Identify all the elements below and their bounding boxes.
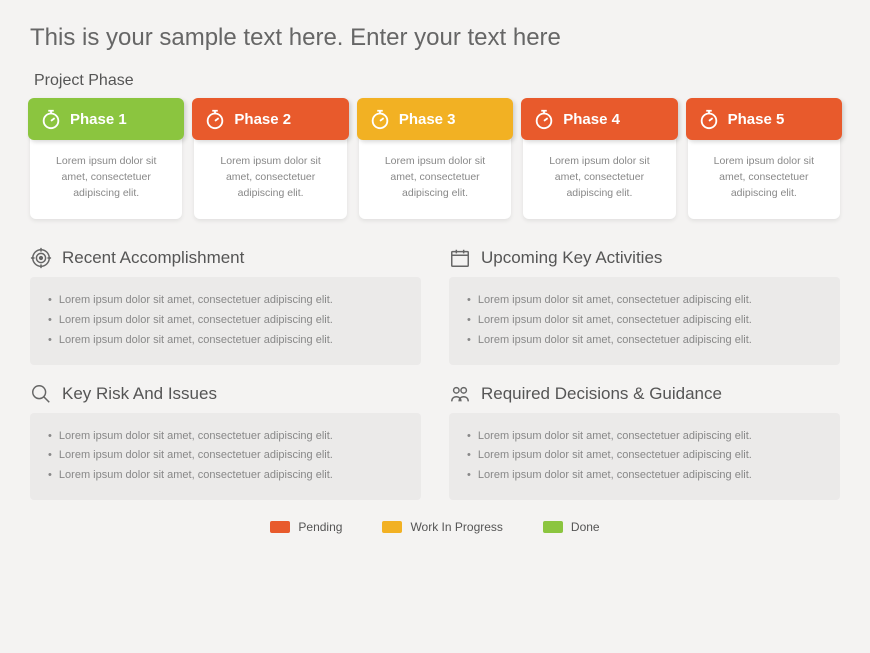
panel-header: Upcoming Key Activities <box>449 247 840 269</box>
magnifier-icon <box>30 383 52 405</box>
phase-desc: Lorem ipsum dolor sit amet, consectetuer… <box>30 140 182 219</box>
list-item: Lorem ipsum dolor sit amet, consectetuer… <box>48 331 403 351</box>
list-item: Lorem ipsum dolor sit amet, consectetuer… <box>48 291 403 311</box>
stopwatch-icon <box>40 108 62 130</box>
list-item: Lorem ipsum dolor sit amet, consectetuer… <box>467 446 822 466</box>
list-item: Lorem ipsum dolor sit amet, consectetuer… <box>467 466 822 486</box>
panel-body: Lorem ipsum dolor sit amet, consectetuer… <box>449 413 840 500</box>
panel-risk: Key Risk And Issues Lorem ipsum dolor si… <box>30 383 421 500</box>
phase-header: Phase 3 <box>357 98 513 140</box>
phase-label: Phase 2 <box>234 111 291 128</box>
panel-title: Key Risk And Issues <box>62 384 217 404</box>
list-item: Lorem ipsum dolor sit amet, consectetuer… <box>48 427 403 447</box>
calendar-icon <box>449 247 471 269</box>
phase-desc: Lorem ipsum dolor sit amet, consectetuer… <box>523 140 675 219</box>
legend-swatch <box>382 521 402 533</box>
panel-title: Upcoming Key Activities <box>481 248 662 268</box>
panel-decisions: Required Decisions & Guidance Lorem ipsu… <box>449 383 840 500</box>
phase-desc: Lorem ipsum dolor sit amet, consectetuer… <box>359 140 511 219</box>
phase-row: Phase 1 Lorem ipsum dolor sit amet, cons… <box>30 100 840 219</box>
stopwatch-icon <box>533 108 555 130</box>
legend: Pending Work In Progress Done <box>30 520 840 534</box>
stopwatch-icon <box>204 108 226 130</box>
list-item: Lorem ipsum dolor sit amet, consectetuer… <box>48 466 403 486</box>
legend-label: Done <box>571 520 600 534</box>
panel-grid: Recent Accomplishment Lorem ipsum dolor … <box>30 247 840 500</box>
panel-accomplishment: Recent Accomplishment Lorem ipsum dolor … <box>30 247 421 364</box>
panel-header: Required Decisions & Guidance <box>449 383 840 405</box>
legend-label: Work In Progress <box>410 520 502 534</box>
phase-label: Phase 5 <box>728 111 785 128</box>
legend-item-pending: Pending <box>270 520 342 534</box>
legend-swatch <box>270 521 290 533</box>
stopwatch-icon <box>369 108 391 130</box>
legend-label: Pending <box>298 520 342 534</box>
phase-header: Phase 5 <box>686 98 842 140</box>
panel-header: Key Risk And Issues <box>30 383 421 405</box>
legend-item-wip: Work In Progress <box>382 520 502 534</box>
phase-card: Phase 3 Lorem ipsum dolor sit amet, cons… <box>359 100 511 219</box>
panel-body: Lorem ipsum dolor sit amet, consectetuer… <box>449 277 840 364</box>
legend-swatch <box>543 521 563 533</box>
panel-body: Lorem ipsum dolor sit amet, consectetuer… <box>30 413 421 500</box>
panel-header: Recent Accomplishment <box>30 247 421 269</box>
target-icon <box>30 247 52 269</box>
phase-header: Phase 2 <box>192 98 348 140</box>
panel-title: Recent Accomplishment <box>62 248 244 268</box>
list-item: Lorem ipsum dolor sit amet, consectetuer… <box>467 427 822 447</box>
list-item: Lorem ipsum dolor sit amet, consectetuer… <box>48 311 403 331</box>
phase-header: Phase 1 <box>28 98 184 140</box>
stopwatch-icon <box>698 108 720 130</box>
legend-item-done: Done <box>543 520 600 534</box>
phase-label: Phase 4 <box>563 111 620 128</box>
phase-section-label: Project Phase <box>34 72 840 90</box>
page-title: This is your sample text here. Enter you… <box>30 24 840 52</box>
phase-card: Phase 5 Lorem ipsum dolor sit amet, cons… <box>688 100 840 219</box>
phase-label: Phase 1 <box>70 111 127 128</box>
phase-label: Phase 3 <box>399 111 456 128</box>
people-icon <box>449 383 471 405</box>
phase-desc: Lorem ipsum dolor sit amet, consectetuer… <box>688 140 840 219</box>
phase-desc: Lorem ipsum dolor sit amet, consectetuer… <box>194 140 346 219</box>
phase-card: Phase 1 Lorem ipsum dolor sit amet, cons… <box>30 100 182 219</box>
list-item: Lorem ipsum dolor sit amet, consectetuer… <box>467 291 822 311</box>
list-item: Lorem ipsum dolor sit amet, consectetuer… <box>48 446 403 466</box>
phase-card: Phase 4 Lorem ipsum dolor sit amet, cons… <box>523 100 675 219</box>
list-item: Lorem ipsum dolor sit amet, consectetuer… <box>467 311 822 331</box>
phase-header: Phase 4 <box>521 98 677 140</box>
panel-title: Required Decisions & Guidance <box>481 384 722 404</box>
phase-card: Phase 2 Lorem ipsum dolor sit amet, cons… <box>194 100 346 219</box>
panel-body: Lorem ipsum dolor sit amet, consectetuer… <box>30 277 421 364</box>
panel-upcoming: Upcoming Key Activities Lorem ipsum dolo… <box>449 247 840 364</box>
list-item: Lorem ipsum dolor sit amet, consectetuer… <box>467 331 822 351</box>
